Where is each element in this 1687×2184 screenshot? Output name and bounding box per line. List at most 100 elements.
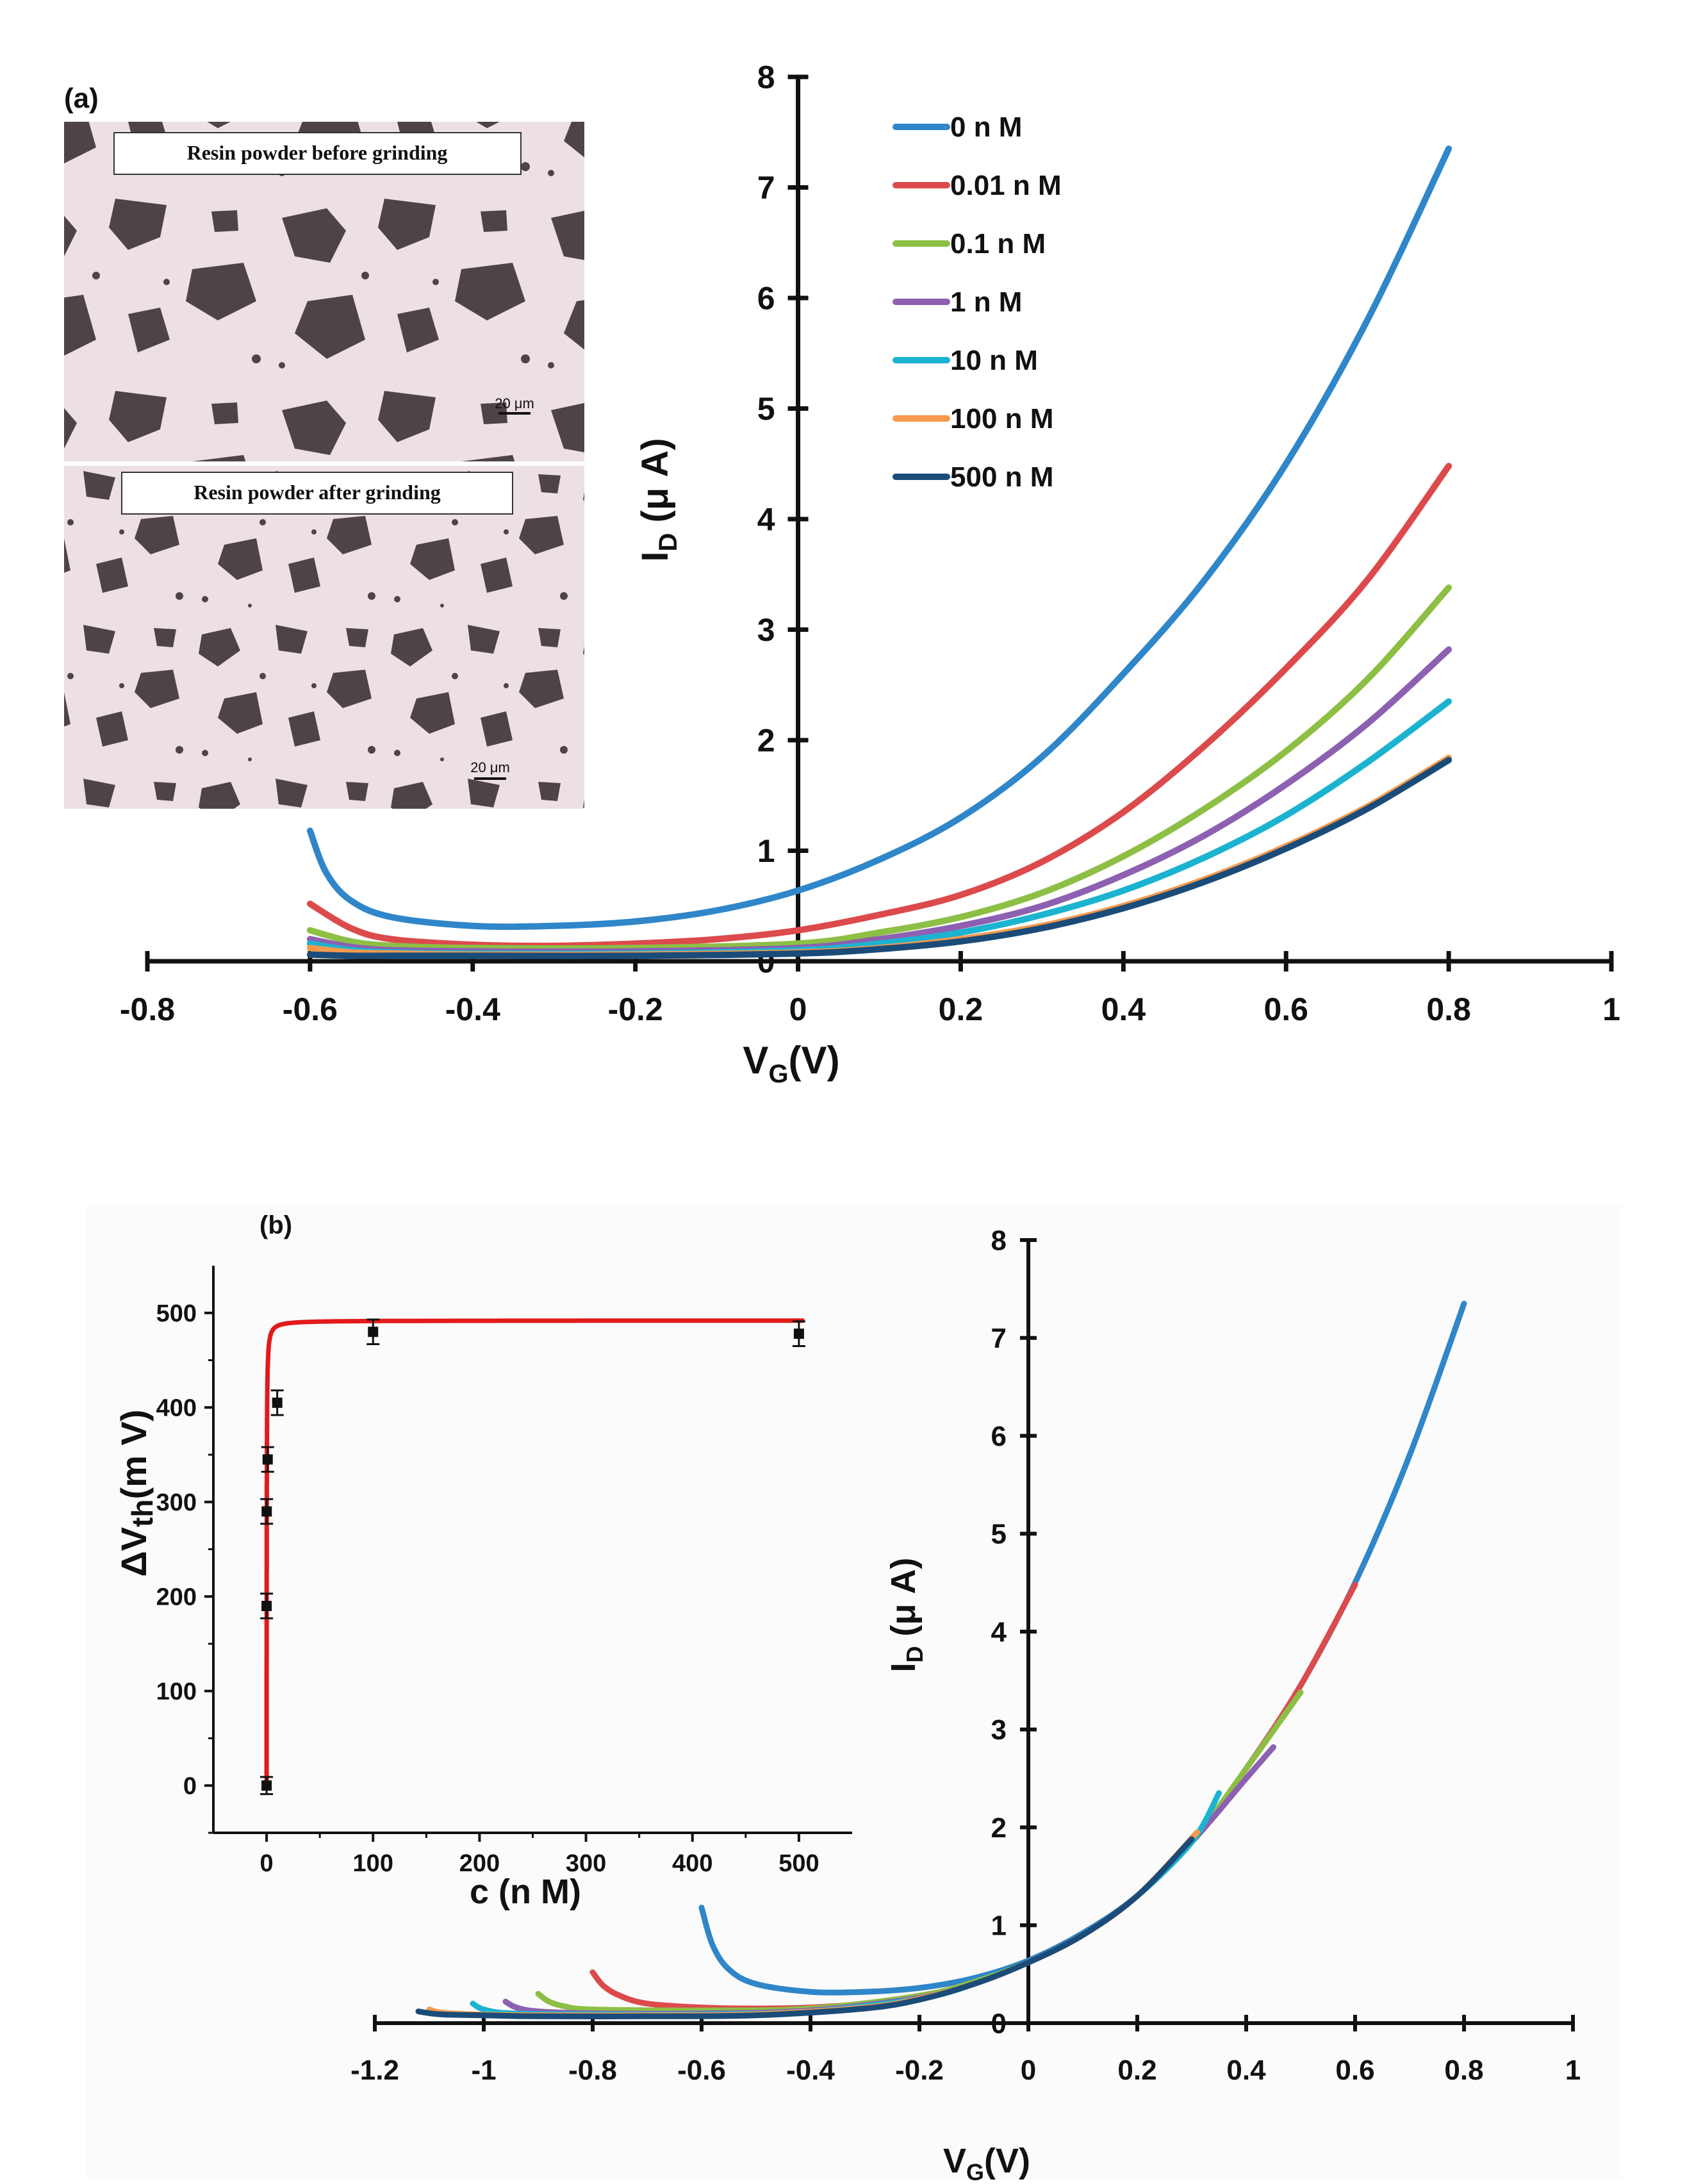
- inset-data-point: [262, 1454, 273, 1465]
- chart-inset-xlabel: c (n M): [470, 1873, 581, 1911]
- legend-label: 0 n M: [950, 112, 1022, 143]
- x-tick-label: -0.2: [608, 991, 663, 1027]
- micrograph-before-image: [64, 122, 584, 461]
- y-tick-label: 1: [991, 1910, 1007, 1942]
- inset-y-tick-label: 0: [183, 1773, 197, 1799]
- x-tick-label: 1: [1602, 991, 1620, 1027]
- y-tick-label: 8: [991, 1225, 1007, 1256]
- y-tick-label: 3: [991, 1714, 1007, 1746]
- inset-data-point: [272, 1397, 283, 1408]
- micrograph-after-caption: Resin powder after grinding: [193, 481, 441, 504]
- chart-b-inset-threshold-shift: 0 100 200 300 400 500 0 100 200 300 400 500 c (n M)…: [113, 1266, 852, 1911]
- x-tick-label: 0.2: [939, 991, 983, 1027]
- y-tick-label: 7: [991, 1323, 1007, 1354]
- y-tick-label: 0: [991, 2008, 1007, 2039]
- inset-x-tick-label: 300: [566, 1850, 606, 1877]
- panel-b-label: (b): [259, 1211, 292, 1239]
- y-tick-label: 3: [757, 612, 775, 648]
- chart-a-ylabel: ID (μ A): [634, 438, 682, 561]
- inset-data-point: [368, 1327, 379, 1337]
- inset-data-point: [261, 1780, 272, 1791]
- inset-y-tick-label: 200: [156, 1584, 197, 1610]
- panel-b-background: [86, 1205, 1621, 2179]
- panel-a: (a) Resin powder before grinding 20 μm R…: [64, 60, 1620, 1089]
- inset-data-point: [793, 1328, 804, 1339]
- legend-label: 100 n M: [950, 403, 1053, 434]
- x-tick-label: 0.6: [1335, 2055, 1374, 2086]
- micrograph-before-caption: Resin powder before grinding: [187, 141, 448, 164]
- y-tick-label: 8: [757, 60, 775, 95]
- chart-a-xlabel: VG(V): [743, 1039, 839, 1088]
- chart-a-series: [306, 145, 1452, 959]
- y-tick-label: 4: [757, 502, 775, 538]
- y-tick-label: 6: [757, 281, 775, 317]
- x-tick-label: 0.4: [1101, 991, 1146, 1027]
- series-line-500nM: [415, 1836, 1195, 2019]
- y-tick-label: 6: [991, 1421, 1007, 1452]
- chart-b-shifted-iv-curves: -1.2 -1 -0.8 -0.6 -0.4 -0.2 0 0.2 0.4 0.6 0.8 1 0 1 2 3…: [350, 1225, 1581, 2184]
- x-tick-label: -0.8: [568, 2055, 617, 2086]
- x-tick-label: 1: [1565, 2055, 1581, 2086]
- y-tick-label: 7: [757, 170, 775, 206]
- micrograph-after-caption-box: [121, 472, 513, 515]
- series-line-0_01nM: [306, 463, 1452, 949]
- micrograph-after-scale-label: 20 μm: [470, 759, 510, 775]
- x-tick-label: -0.4: [786, 2055, 835, 2086]
- inset-x-tick-label: 200: [459, 1850, 500, 1877]
- chart-inset-ylabel: ΔVth(m V): [113, 1409, 159, 1576]
- inset-x-tick-label: 400: [672, 1850, 712, 1877]
- legend-label: 500 n M: [950, 461, 1053, 493]
- chart-a-iv-curves: -0.8 -0.6 -0.4 -0.2 0 0.2 0.4 0.6 0.8 1012345678 …: [120, 60, 1620, 1089]
- legend-label: 0.01 n M: [950, 170, 1062, 201]
- x-tick-label: 0.8: [1444, 2055, 1483, 2086]
- inset-fit-curve: [264, 1318, 805, 1786]
- legend-label: 10 n M: [950, 345, 1038, 376]
- legend-label: 1 n M: [950, 286, 1022, 318]
- series-line-0nM: [306, 145, 1452, 931]
- chart-b-xlabel: VG(V): [943, 2142, 1030, 2184]
- micrograph-before-caption-box: [113, 132, 522, 175]
- x-tick-label: 0.4: [1226, 2055, 1266, 2086]
- x-tick-label: 0: [1021, 2055, 1036, 2086]
- micrograph-after-image: [64, 466, 584, 809]
- inset-y-tick-label: 300: [156, 1489, 197, 1516]
- y-tick-label: 1: [757, 833, 775, 869]
- series-line-0_1nM: [306, 584, 1452, 952]
- x-tick-label: -0.6: [283, 991, 338, 1027]
- inset-data-point: [261, 1601, 272, 1611]
- y-tick-label: 5: [991, 1519, 1007, 1550]
- panel-a-label: (a): [64, 83, 99, 114]
- x-tick-label: -1: [471, 2055, 496, 2086]
- inset-y-tick-label: 400: [156, 1394, 197, 1421]
- x-tick-label: 0.6: [1263, 991, 1308, 1027]
- inset-data-point: [261, 1506, 272, 1517]
- inset-x-tick-label: 0: [260, 1850, 274, 1877]
- x-tick-label: -0.8: [120, 991, 175, 1027]
- chart-a-legend: 0 n M 0.01 n M 0.1 n M 1 n M 10 n M 100 n M 50…: [893, 112, 1062, 493]
- inset-y-tick-label: 500: [156, 1300, 197, 1327]
- micrograph-after: Resin powder after grinding 20 μm: [64, 466, 584, 809]
- y-tick-label: 2: [757, 723, 775, 759]
- x-tick-label: -1.2: [350, 2055, 399, 2086]
- panel-b: (b) -1.2 -1 -0.8 -0.6 -0.4 -0.2 0 0.2 0.4 0.6 0.8 1…: [86, 1205, 1621, 2184]
- micrograph-before: Resin powder before grinding 20 μm: [64, 122, 584, 461]
- inset-y-tick-label: 100: [156, 1678, 197, 1705]
- x-tick-label: 0: [789, 991, 807, 1027]
- chart-b-axes: -1.2 -1 -0.8 -0.6 -0.4 -0.2 0 0.2 0.4 0.6 0.8 1 0 1 2 3…: [350, 1225, 1581, 2086]
- inset-x-tick-label: 500: [778, 1850, 819, 1877]
- y-tick-label: 4: [991, 1616, 1007, 1648]
- x-tick-label: 0.8: [1426, 991, 1471, 1027]
- chart-inset-points: [260, 1318, 805, 1796]
- micrograph-before-scale-label: 20 μm: [495, 395, 534, 411]
- series-line-500nM: [306, 757, 1452, 959]
- y-tick-label: 2: [991, 1812, 1007, 1844]
- x-tick-label: -0.2: [895, 2055, 944, 2086]
- x-tick-label: -0.6: [677, 2055, 726, 2086]
- chart-b-ylabel: ID (μ A): [884, 1557, 928, 1672]
- legend-label: 0.1 n M: [950, 228, 1046, 260]
- y-tick-label: 5: [757, 391, 775, 427]
- x-tick-label: -0.4: [445, 991, 500, 1027]
- x-tick-label: 0.2: [1117, 2055, 1156, 2086]
